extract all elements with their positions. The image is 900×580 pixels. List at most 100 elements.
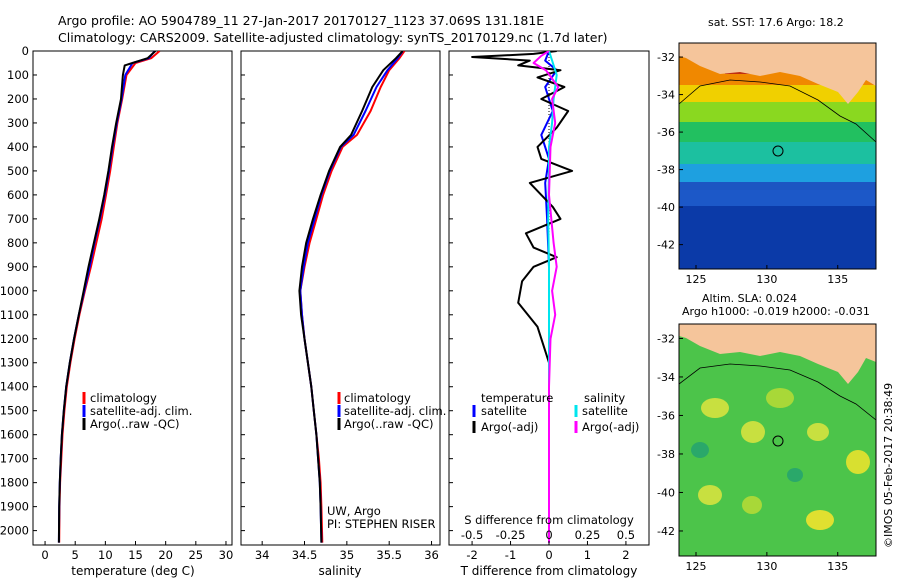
depth-axis: 0 100 200 300 400 500 600 700 800 900 1000 1100 1200… bbox=[0, 44, 453, 538]
salinity-legend: climatology satellite-adj. clim. Argo(..… bbox=[337, 391, 446, 431]
lon-tick-label: 130 bbox=[756, 560, 777, 573]
series-satellite-adj-clim- bbox=[299, 51, 404, 543]
depth-tick-label: 2000 bbox=[0, 524, 29, 538]
difference-curves bbox=[471, 51, 574, 545]
sla-map-title-2: Argo h1000: -0.019 h2000: -0.031 bbox=[682, 305, 870, 318]
x-tick-label: 5 bbox=[72, 548, 79, 562]
depth-tick-label: 100 bbox=[7, 68, 29, 82]
salinity-xlabel: salinity bbox=[318, 564, 361, 578]
x-tick-label: 1 bbox=[584, 548, 591, 562]
sla-map-frame bbox=[678, 323, 877, 557]
temperature-axes bbox=[32, 50, 233, 546]
depth-tick-label: 300 bbox=[7, 116, 29, 130]
lat-tick-label: -42 bbox=[657, 525, 675, 538]
temperature-legend: climatology satellite-adj. clim. Argo(..… bbox=[82, 391, 192, 431]
depth-tick-label: 200 bbox=[7, 92, 29, 106]
sst-map bbox=[679, 43, 876, 269]
depth-tick-label: 0 bbox=[22, 44, 29, 58]
s-tick-label: -0.25 bbox=[496, 528, 526, 542]
sla-map-axis: -32 -34 -36 -38 -40 -42 125 130 135 bbox=[657, 332, 848, 573]
t-difference-xlabel: T difference from climatology bbox=[460, 564, 638, 578]
series-climatology bbox=[299, 51, 406, 543]
s-tick-label: -0.5 bbox=[461, 528, 483, 542]
lat-tick-label: -36 bbox=[657, 409, 675, 422]
legend-header-temperature: temperature bbox=[481, 391, 553, 405]
x-tick-label: 25 bbox=[188, 548, 203, 562]
legend-label-climatology: climatology bbox=[344, 391, 411, 405]
x-tick-label: 30 bbox=[219, 548, 234, 562]
land-australia bbox=[679, 43, 876, 104]
x-tick-label: 0 bbox=[545, 548, 552, 562]
depth-tick-label: 1700 bbox=[0, 452, 29, 466]
x-tick-label: 0 bbox=[41, 548, 48, 562]
series-salinity-argo-adj- bbox=[532, 51, 560, 543]
x-tick-label: 34 bbox=[255, 548, 270, 562]
depth-tick-label: 1400 bbox=[0, 380, 29, 394]
temperature-xlabel: temperature (deg C) bbox=[71, 564, 194, 578]
x-tick-label: 20 bbox=[158, 548, 173, 562]
legend-label-s-satellite: satellite bbox=[582, 404, 628, 418]
credit-line-1: UW, Argo bbox=[327, 504, 381, 518]
sst-map-axis: -32 -34 -36 -38 -40 -42 125 130 135 bbox=[657, 51, 848, 286]
sst-contour bbox=[679, 79, 876, 143]
salinity-axes bbox=[240, 50, 441, 546]
x-tick-label: 35 bbox=[340, 548, 355, 562]
x-tick-label: 36 bbox=[424, 548, 439, 562]
legend-label-satellite: satellite-adj. clim. bbox=[344, 404, 446, 418]
depth-tick-label: 1900 bbox=[0, 500, 29, 514]
s-tick-label: 0.5 bbox=[617, 528, 635, 542]
lon-tick-label: 135 bbox=[827, 273, 848, 286]
lat-tick-label: -32 bbox=[657, 51, 675, 64]
x-tick-label: 35.5 bbox=[376, 548, 402, 562]
difference-legend: temperature salinity satellite Argo(-adj… bbox=[472, 391, 639, 434]
series-satellite-adj-clim- bbox=[57, 51, 156, 543]
credit-line-2: PI: STEPHEN RISER bbox=[327, 517, 436, 531]
depth-tick-label: 1800 bbox=[0, 476, 29, 490]
depth-tick-label: 500 bbox=[7, 164, 29, 178]
depth-tick-label: 700 bbox=[7, 212, 29, 226]
title-line-2: Climatology: CARS2009. Satellite-adjuste… bbox=[58, 30, 608, 45]
lon-tick-label: 130 bbox=[756, 273, 777, 286]
s-difference-axis: -0.5 -0.25 0 0.25 0.5 bbox=[461, 528, 635, 542]
x-tick-label: -1 bbox=[505, 548, 516, 562]
series-temperature-argo-adj- bbox=[471, 51, 574, 543]
temperature-curves bbox=[57, 51, 161, 543]
depth-tick-label: 400 bbox=[7, 140, 29, 154]
lon-tick-label: 125 bbox=[686, 273, 707, 286]
lon-tick-label: 125 bbox=[686, 560, 707, 573]
lat-tick-label: -40 bbox=[657, 486, 675, 499]
depth-tick-label: 1500 bbox=[0, 404, 29, 418]
legend-label-argo: Argo(..raw -QC) bbox=[90, 417, 180, 431]
sst-map-title: sat. SST: 17.6 Argo: 18.2 bbox=[708, 16, 844, 29]
legend-header-salinity: salinity bbox=[584, 391, 625, 405]
difference-x-axis: -2 -1 0 1 2 bbox=[466, 541, 630, 562]
lat-tick-label: -32 bbox=[657, 332, 675, 345]
land-australia bbox=[679, 324, 876, 384]
depth-tick-label: 900 bbox=[7, 260, 29, 274]
depth-tick-label: 800 bbox=[7, 236, 29, 250]
sla-map-title-1: Altim. SLA: 0.024 bbox=[702, 292, 797, 305]
x-tick-label: 15 bbox=[128, 548, 143, 562]
legend-label-satellite: satellite-adj. clim. bbox=[90, 404, 192, 418]
depth-tick-label: 1600 bbox=[0, 428, 29, 442]
depth-tick-label: 600 bbox=[7, 188, 29, 202]
x-tick-label: -2 bbox=[466, 548, 477, 562]
sla-contour bbox=[679, 363, 876, 421]
salinity-x-axis: 34 34.5 35 35.5 36 bbox=[255, 541, 439, 562]
lat-tick-label: -36 bbox=[657, 126, 675, 139]
title-line-1: Argo profile: AO 5904789_11 27-Jan-2017 … bbox=[58, 13, 544, 28]
temperature-x-axis: 0 5 10 15 20 25 30 bbox=[41, 541, 233, 562]
series-argo-raw-qc- bbox=[57, 51, 157, 543]
argo-location-marker bbox=[772, 145, 784, 157]
lat-tick-label: -34 bbox=[657, 371, 675, 384]
depth-tick-label: 1300 bbox=[0, 356, 29, 370]
series-argo-raw-qc- bbox=[298, 51, 404, 543]
sla-map bbox=[679, 324, 876, 556]
depth-tick-label: 1000 bbox=[0, 284, 29, 298]
legend-label-s-argo: Argo(-adj) bbox=[582, 420, 639, 434]
lat-tick-label: -34 bbox=[657, 89, 675, 102]
lat-tick-label: -40 bbox=[657, 201, 675, 214]
series-climatology bbox=[58, 51, 161, 543]
timestamp: ©IMOS 05-Feb-2017 20:38:49 bbox=[882, 383, 895, 548]
x-tick-label: 34.5 bbox=[292, 548, 318, 562]
